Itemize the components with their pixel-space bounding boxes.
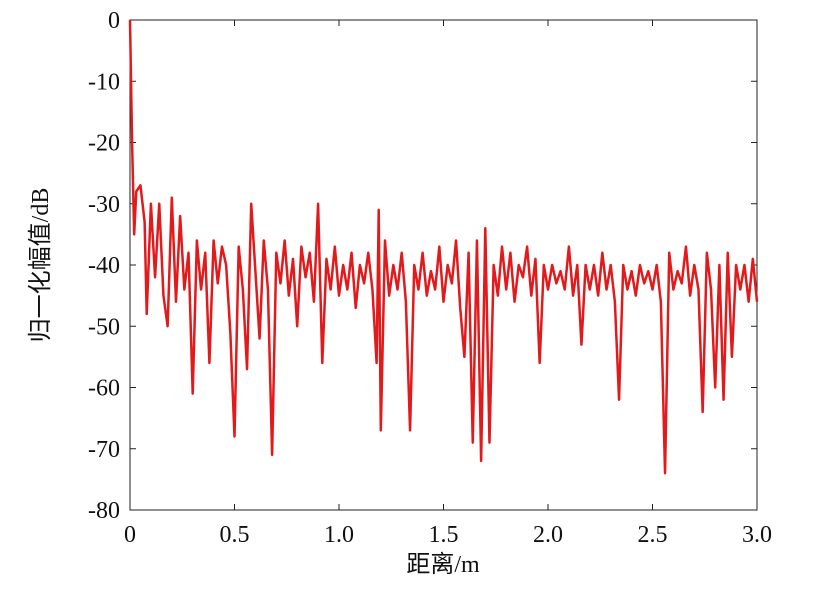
y-axis-label: 归一化幅值/dB — [27, 188, 54, 343]
x-tick-label: 2.5 — [638, 522, 668, 548]
x-axis-label: 距离/m — [406, 551, 480, 578]
x-tick-label: 1.0 — [324, 522, 354, 548]
x-tick-label: 0 — [124, 522, 136, 548]
x-tick-label: 2.0 — [533, 522, 563, 548]
y-tick-label: -30 — [88, 192, 120, 218]
y-tick-label: -10 — [88, 69, 120, 95]
y-tick-label: -20 — [88, 131, 120, 157]
x-tick-label: 0.5 — [220, 522, 250, 548]
y-tick-label: -40 — [88, 253, 120, 279]
data-line — [128, 19, 759, 475]
y-tick-label: -50 — [88, 314, 120, 340]
y-tick-label: -80 — [88, 498, 120, 524]
y-tick-label: -60 — [88, 376, 120, 402]
x-tick-label: 3.0 — [742, 522, 772, 548]
y-tick-label: -70 — [88, 437, 120, 463]
x-tick-label: 1.5 — [429, 522, 459, 548]
y-tick-label: 0 — [108, 8, 120, 34]
